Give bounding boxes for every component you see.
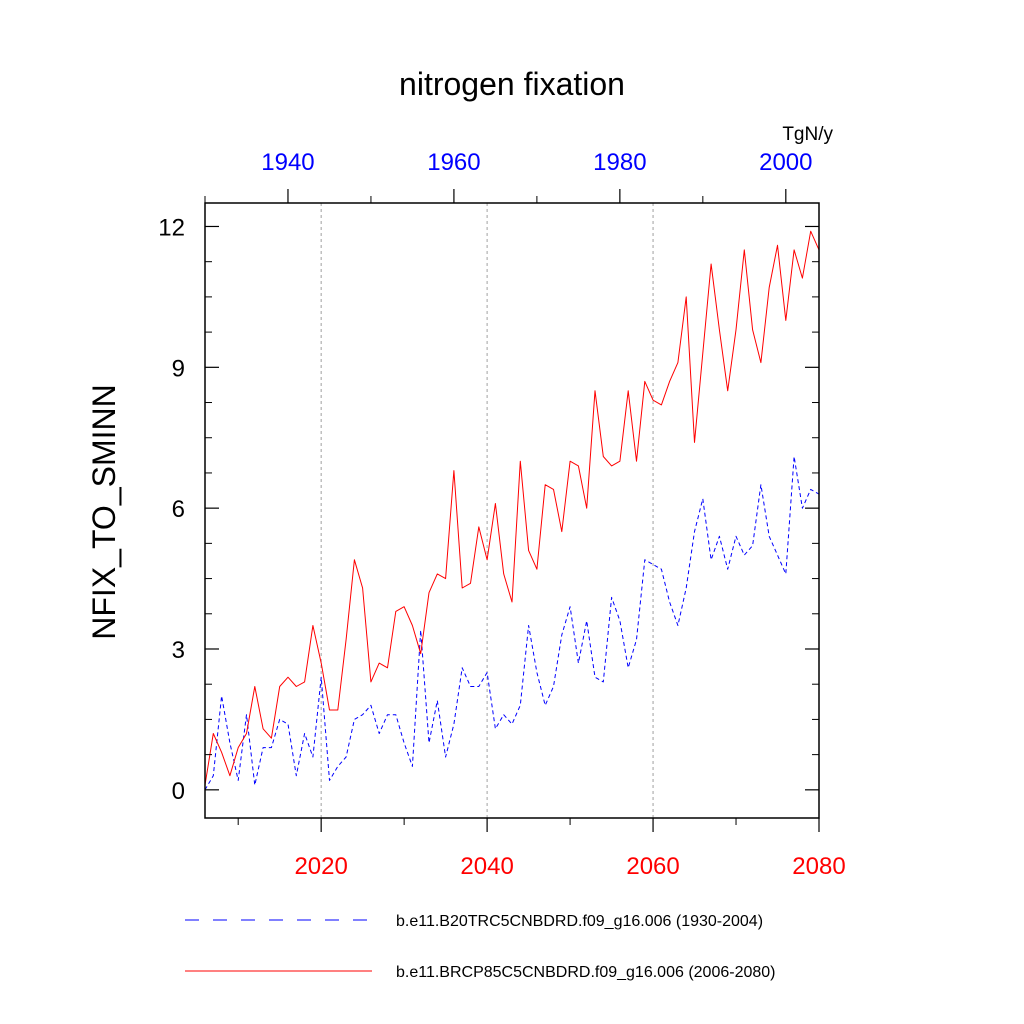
bottom-tick-label-2040: 2040 xyxy=(460,853,513,880)
y-tick-label-9: 9 xyxy=(172,355,185,382)
legend: b.e11.B20TRC5CNBDRD.f09_g16.006 (1930-20… xyxy=(185,913,775,981)
top-tick-label-1960: 1960 xyxy=(427,149,480,176)
plot-frame xyxy=(204,202,820,819)
top-tick-label-1980: 1980 xyxy=(593,149,646,176)
gridlines xyxy=(320,203,654,818)
y-tick-label-12: 12 xyxy=(158,214,185,241)
bottom-tick-label-2080: 2080 xyxy=(792,853,845,880)
y-axis-label: NFIX_TO_SMINN xyxy=(86,384,122,639)
y-tick-label-0: 0 xyxy=(172,778,185,805)
series-line-historical xyxy=(204,456,820,791)
bottom-tick-label-2020: 2020 xyxy=(294,853,347,880)
bottom-tick-label-2060: 2060 xyxy=(626,853,679,880)
units-label: TgN/y xyxy=(782,124,833,145)
y-tick-label-3: 3 xyxy=(172,637,185,664)
series-group xyxy=(204,230,820,791)
legend-label-historical: b.e11.B20TRC5CNBDRD.f09_g16.006 (1930-20… xyxy=(396,913,763,930)
axes: 0 3 6 9 12 2020 2040 2060 2080 1940 1960 1980 2000 xyxy=(158,149,845,880)
top-tick-label-2000: 2000 xyxy=(759,149,812,176)
y-tick-label-6: 6 xyxy=(172,496,185,523)
top-tick-label-1940: 1940 xyxy=(261,149,314,176)
legend-label-rcp85: b.e11.BRCP85C5CNBDRD.f09_g16.006 (2006-2… xyxy=(396,964,775,981)
series-line-rcp85 xyxy=(204,230,820,786)
chart-title: nitrogen fixation xyxy=(399,66,625,102)
